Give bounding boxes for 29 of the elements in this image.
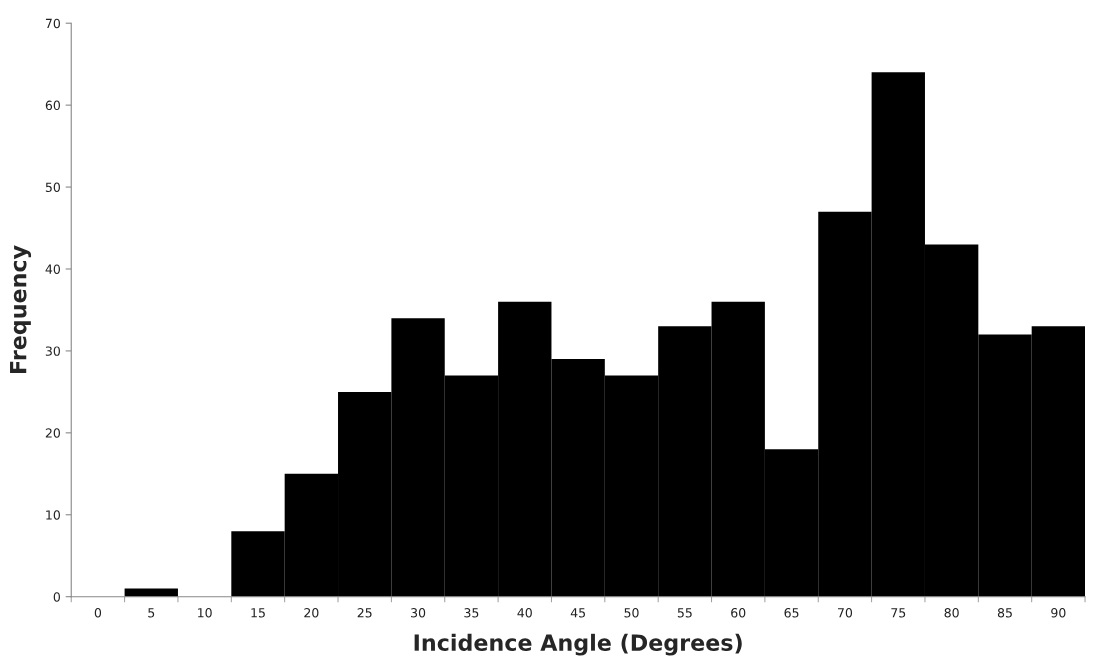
x-tick-label: 80 xyxy=(944,608,959,618)
x-tick-label: 70 xyxy=(838,608,853,618)
x-tick-label: 55 xyxy=(677,608,692,618)
y-tick-label: 60 xyxy=(45,100,60,111)
y-tick-label: 40 xyxy=(45,264,60,274)
x-tick-label: 25 xyxy=(357,608,372,618)
x-tick-label: 5 xyxy=(148,608,155,618)
y-tick-label: 50 xyxy=(45,182,60,192)
x-tick-label: 35 xyxy=(464,608,479,618)
x-tick-label: 75 xyxy=(891,608,906,618)
x-tick-label: 90 xyxy=(1051,608,1066,618)
x-tick-label: 15 xyxy=(251,608,265,618)
y-tick-label: 0 xyxy=(53,592,60,602)
x-tick-label: 85 xyxy=(997,608,1012,618)
x-tick-label: 30 xyxy=(411,608,426,618)
x-tick-label: 65 xyxy=(784,608,799,618)
y-axis-title: Frequency xyxy=(10,245,32,373)
x-axis-title: Incidence Angle (Degrees) xyxy=(414,633,742,656)
y-tick-label: 30 xyxy=(45,346,60,356)
x-tick-label: 10 xyxy=(198,608,212,618)
x-tick-label: 50 xyxy=(624,608,639,618)
y-tick-label: 20 xyxy=(45,428,60,438)
x-tick-label: 40 xyxy=(517,608,532,618)
y-tick-label: 70 xyxy=(45,18,60,29)
x-tick-label: 45 xyxy=(570,608,585,618)
x-tick-label: 0 xyxy=(94,608,102,618)
x-tick-label: 20 xyxy=(304,608,319,618)
y-tick-label: 10 xyxy=(46,510,60,520)
x-tick-label: 60 xyxy=(731,608,746,618)
